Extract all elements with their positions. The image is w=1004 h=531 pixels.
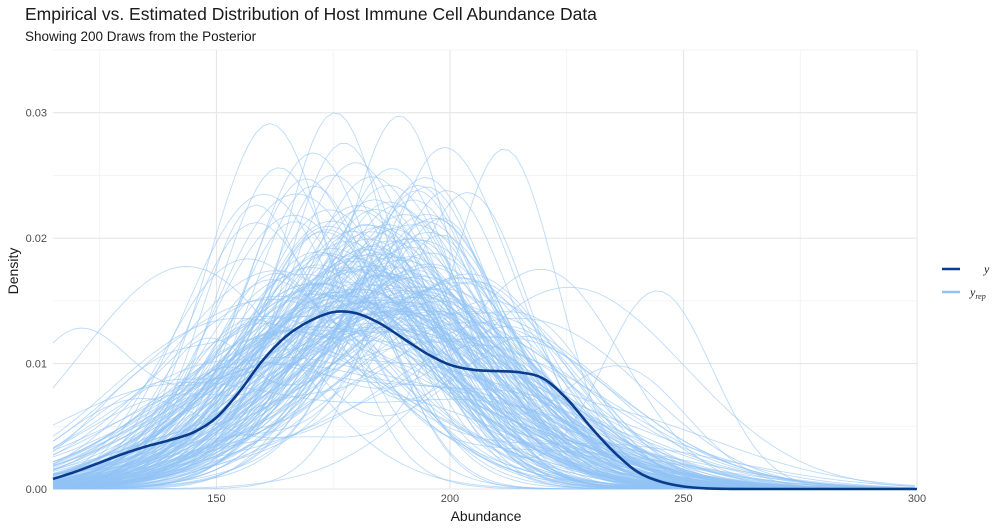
yrep-line xyxy=(53,290,915,490)
x-tick-label: 200 xyxy=(441,493,459,505)
legend-label-y: y xyxy=(983,262,990,276)
y-tick-label: 0.02 xyxy=(26,233,47,245)
legend: y yrep xyxy=(942,262,990,301)
yrep-line xyxy=(52,271,915,490)
x-tick-label: 300 xyxy=(908,493,926,505)
x-axis-ticks: 150 200 250 300 xyxy=(207,493,926,505)
y-observed-line xyxy=(52,310,917,491)
observed-density-line xyxy=(52,310,917,491)
y-tick-label: 0.01 xyxy=(26,359,47,371)
legend-label-yrep-subscript: rep xyxy=(975,292,985,301)
chart-title: Empirical vs. Estimated Distribution of … xyxy=(25,4,597,24)
yrep-line xyxy=(52,328,915,490)
y-axis-title: Density xyxy=(5,248,21,295)
x-tick-label: 150 xyxy=(207,493,225,505)
x-axis-title: Abundance xyxy=(451,508,522,524)
yrep-line xyxy=(52,317,915,487)
y-axis-ticks: 0.00 0.01 0.02 0.03 xyxy=(26,108,47,496)
y-tick-label: 0.00 xyxy=(26,484,47,496)
yrep-line xyxy=(52,232,915,490)
chart-subtitle: Showing 200 Draws from the Posterior xyxy=(25,29,257,44)
x-tick-label: 250 xyxy=(674,493,692,505)
yrep-line xyxy=(52,190,915,490)
legend-label-yrep: yrep xyxy=(969,285,986,301)
y-tick-label: 0.03 xyxy=(26,108,47,120)
yrep-line xyxy=(52,301,915,489)
